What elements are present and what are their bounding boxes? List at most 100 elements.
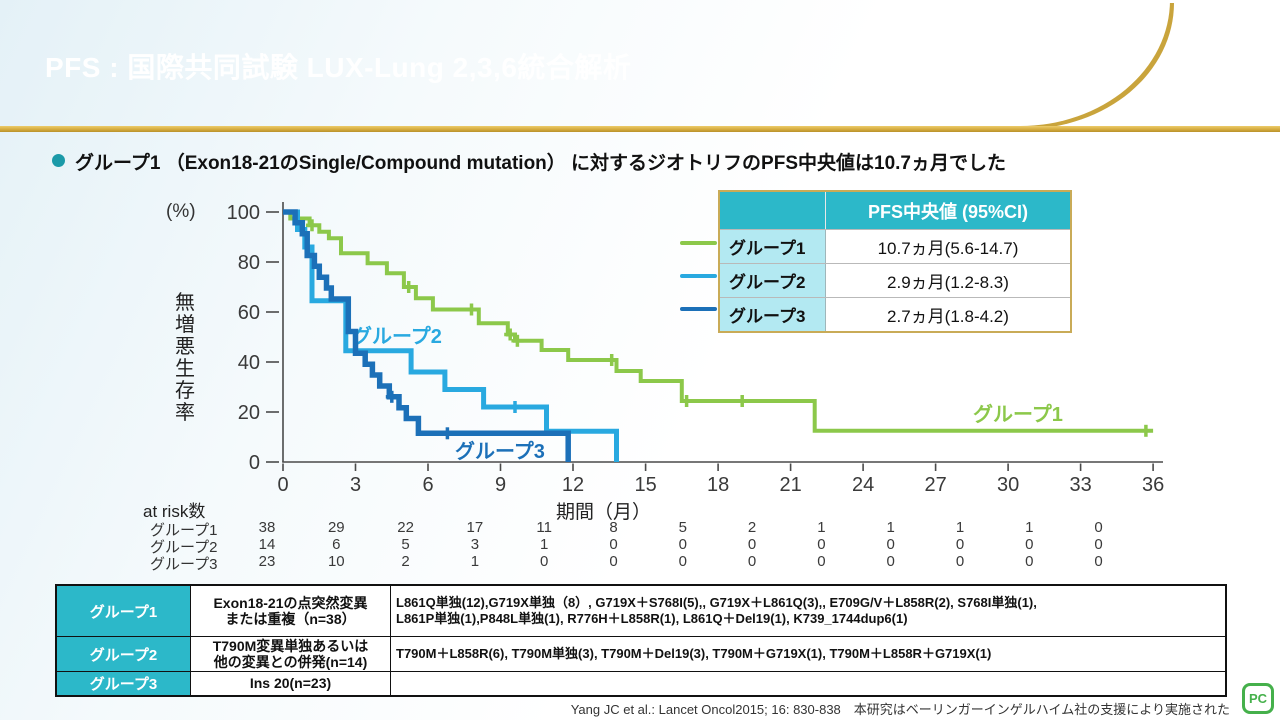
x-tick-label: 30	[997, 474, 1019, 496]
category-cell: T790M変異単独あるいは 他の変異との併発(n=14)	[191, 637, 391, 671]
pfs-median-table: PFS中央値 (95%CI) グループ1 10.7ヵ月(5.6-14.7) グループ…	[718, 190, 1072, 333]
legend-swatch-3	[680, 307, 717, 311]
at-risk-row-label: グループ2	[150, 539, 218, 556]
at-risk-value: 8	[609, 519, 618, 536]
at-risk-value: 10	[327, 553, 345, 570]
y-tick-label: 60	[238, 302, 260, 324]
category-cell: Exon18-21の点突然変異 または重複（n=38）	[191, 586, 391, 636]
x-tick-label: 33	[1069, 474, 1091, 496]
at-risk-value: 14	[258, 536, 276, 553]
mutations-cell	[391, 672, 1225, 695]
pfs-median-table-header-empty-cell	[720, 192, 826, 229]
at-risk-value: 5	[678, 519, 687, 536]
key-message: グループ1 （Exon18-21のSingle/Compound mutatio…	[52, 148, 1006, 175]
x-tick-label: 36	[1142, 474, 1164, 496]
at-risk-value: 0	[1094, 553, 1103, 570]
legend-swatch-2	[680, 274, 717, 278]
y-axis-unit: (%)	[166, 201, 196, 222]
at-risk-value: 1	[540, 536, 549, 553]
group-table-row: グループ3 Ins 20(n=23)	[57, 671, 1225, 695]
pfs-median-row: グループ2 2.9ヵ月(1.2-8.3)	[720, 263, 1070, 297]
pfs-median-group: グループ2	[720, 264, 826, 297]
pc-logo: PC	[1242, 683, 1274, 714]
at-risk-value: 1	[470, 553, 480, 570]
x-tick-label: 6	[422, 474, 433, 496]
at-risk-value: 3	[470, 536, 480, 553]
at-risk-value: 0	[817, 553, 826, 570]
curve-label-3: グループ3	[455, 439, 545, 463]
pfs-median-value: 10.7ヵ月(5.6-14.7)	[877, 239, 1019, 258]
group-table-row: グループ1 Exon18-21の点突然変異 または重複（n=38） L861Q単独(…	[57, 586, 1225, 636]
pfs-median-group: グループ1	[720, 230, 826, 263]
citation: Yang JC et al.: Lancet Oncol2015; 16: 83…	[570, 702, 1230, 717]
km-curve-2	[283, 209, 619, 462]
at-risk-value: 17	[466, 519, 484, 536]
pfs-median-row: グループ3 2.7ヵ月(1.8-4.2)	[720, 297, 1070, 331]
pfs-median-table-body: グループ1 10.7ヵ月(5.6-14.7) グループ2 2.9ヵ月(1.2-8.3)…	[720, 229, 1070, 331]
at-risk-value: 0	[747, 536, 757, 553]
at-risk-value: 0	[540, 553, 549, 570]
at-risk-value: 1	[955, 519, 965, 536]
pfs-median-table-header-label: PFS中央値 (95%CI)	[826, 192, 1070, 229]
at-risk-value: 1	[817, 519, 826, 536]
at-risk-value: 0	[747, 553, 757, 570]
group-cell: グループ1	[57, 586, 191, 636]
x-tick-label: 24	[852, 474, 874, 496]
at-risk-value: 11	[536, 519, 552, 536]
at-risk-value: 0	[886, 553, 895, 570]
group-definition-table: グループ1 Exon18-21の点突然変異 または重複（n=38） L861Q単独(…	[55, 584, 1227, 697]
x-tick-label: 21	[779, 474, 801, 496]
at-risk-value: 0	[1025, 536, 1034, 553]
y-tick-label: 0	[249, 452, 260, 474]
at-risk-value: 0	[1025, 553, 1034, 570]
km-curve-3	[283, 209, 571, 462]
km-curve-1	[283, 210, 1154, 433]
x-tick-label: 15	[634, 474, 656, 496]
at-risk-value: 29	[327, 519, 345, 536]
at-risk-value: 0	[886, 536, 895, 553]
at-risk-value: 0	[817, 536, 826, 553]
pfs-median-value: 2.9ヵ月(1.2-8.3)	[887, 273, 1009, 292]
at-risk-value: 5	[401, 536, 410, 553]
pfs-median-group: グループ3	[720, 298, 826, 331]
at-risk-value: 1	[1025, 519, 1034, 536]
at-risk-value: 0	[609, 553, 618, 570]
pfs-median-row: グループ1 10.7ヵ月(5.6-14.7)	[720, 229, 1070, 263]
at-risk-value: 38	[258, 519, 276, 536]
key-message-text: グループ1 （Exon18-21のSingle/Compound mutatio…	[75, 153, 1006, 174]
at-risk-value: 0	[678, 553, 687, 570]
at-risk-row-label: グループ1	[150, 522, 218, 539]
at-risk-value: 22	[397, 519, 414, 536]
header-band: PFS : 国際共同試験 LUX-Lung 2,3,6統合解析	[0, 0, 1170, 126]
y-tick-label: 80	[238, 252, 260, 274]
pc-logo-text: PC	[1248, 691, 1268, 706]
at-risk-title: at risk数	[143, 502, 206, 521]
page-title: PFS : 国際共同試験 LUX-Lung 2,3,6統合解析	[45, 52, 632, 83]
x-tick-label: 12	[562, 474, 584, 496]
x-tick-label: 18	[707, 474, 729, 496]
group-cell: グループ2	[57, 637, 191, 671]
mutations-cell: L861Q単独(12),G719X単独（8）, G719X＋S768I(5),,…	[396, 594, 1037, 626]
at-risk-value: 0	[955, 536, 965, 553]
pfs-median-value: 2.7ヵ月(1.8-4.2)	[887, 307, 1009, 326]
group-table-row: グループ2 T790M変異単独あるいは 他の変異との併発(n=14) T790M＋L…	[57, 636, 1225, 671]
at-risk-value: 0	[955, 553, 965, 570]
x-tick-label: 0	[277, 474, 288, 496]
category-cell: Ins 20(n=23)	[191, 672, 391, 695]
at-risk-table: グループ1 38 29 22 17 11 8 5 2 1 1 1 1 0 グループ2 14 6 5 3 1 0 0 0 0 0 0…	[140, 519, 1220, 573]
at-risk-value: 1	[886, 519, 895, 536]
bullet-icon	[52, 154, 65, 167]
x-tick-label: 9	[495, 474, 506, 496]
group-cell: グループ3	[57, 672, 191, 695]
at-risk-value: 0	[609, 536, 618, 553]
legend-swatch-1	[680, 241, 717, 245]
at-risk-value: 23	[258, 553, 276, 570]
at-risk-value: 0	[1094, 536, 1103, 553]
y-axis-label: 無増悪生存率	[175, 292, 195, 424]
curve-label-2: グループ2	[352, 324, 442, 348]
curve-label-1: グループ1	[973, 402, 1063, 426]
x-tick-label: 27	[924, 474, 946, 496]
at-risk-value: 0	[1094, 519, 1103, 536]
